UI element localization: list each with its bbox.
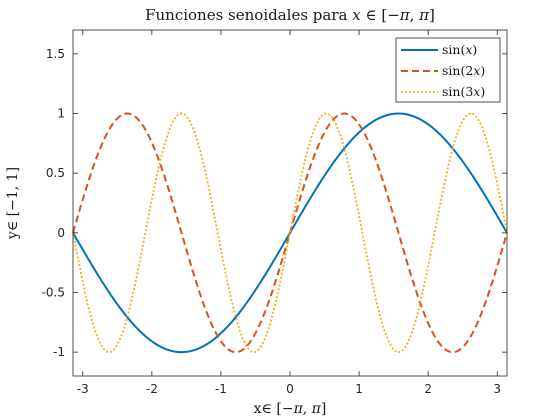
y-axis: -1 -0.5 0 0.5 1 1.5 (42, 47, 507, 359)
series-line-sin2x (72, 112, 508, 354)
x-tick-label: -3 (77, 382, 89, 396)
x-tick-label: 1 (355, 382, 363, 396)
y-axis-label: y∈ [−1, 1] (5, 167, 21, 240)
legend: sin(x) sin(2x) sin(3x) (395, 37, 501, 103)
legend-label-sin-x: sin(x) (442, 42, 477, 57)
x-tick-label: -2 (146, 382, 158, 396)
x-tick-label: -1 (215, 382, 227, 396)
legend-label-sin-3x: sin(3x) (442, 84, 485, 99)
y-tick-label: -0.5 (42, 285, 65, 299)
y-tick-label: 1.5 (46, 47, 65, 61)
legend-label-sin-2x: sin(2x) (442, 63, 485, 78)
y-tick-label: -1 (53, 345, 65, 359)
chart-title: Funciones senoidales para x ∈ [−π, π] (145, 6, 435, 24)
x-axis-label: x∈ [−π, π] (254, 401, 327, 417)
x-tick-label: 0 (286, 382, 294, 396)
x-axis: -3 -2 -1 0 1 2 3 (77, 30, 501, 396)
x-tick-label: 2 (424, 382, 432, 396)
x-tick-label: 3 (493, 382, 501, 396)
y-tick-label: 0 (57, 226, 65, 240)
y-tick-label: 0.5 (46, 166, 65, 180)
y-tick-label: 1 (57, 107, 65, 121)
series-layer (72, 112, 508, 354)
